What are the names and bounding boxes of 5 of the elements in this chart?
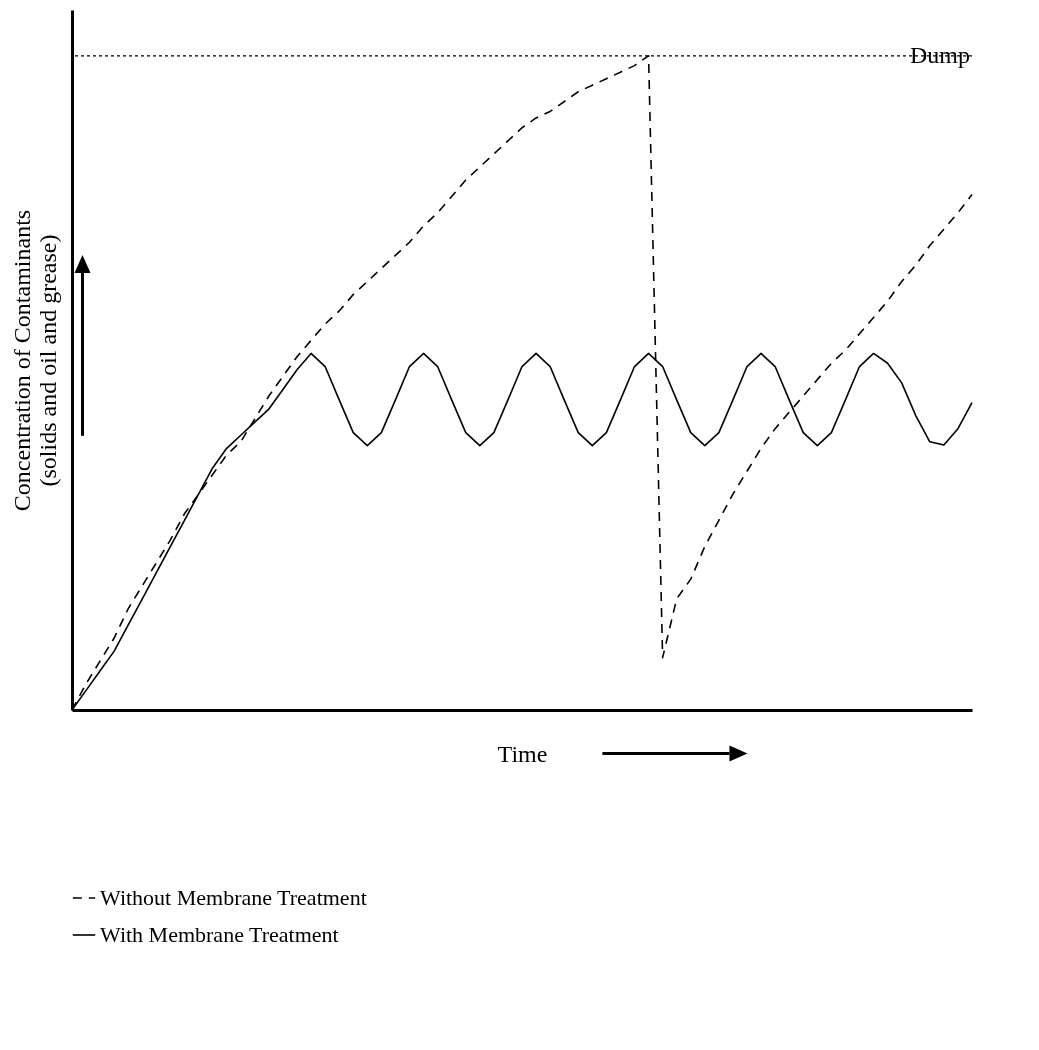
y-axis-title: Concentration of Contaminants (solids and oil and grease): [8, 209, 61, 512]
legend-label: With Membrane Treatment: [100, 922, 339, 947]
legend-label: Without Membrane Treatment: [100, 885, 367, 910]
ref-line-label: Dump: [910, 41, 970, 68]
x-axis-title: Time: [497, 740, 548, 767]
